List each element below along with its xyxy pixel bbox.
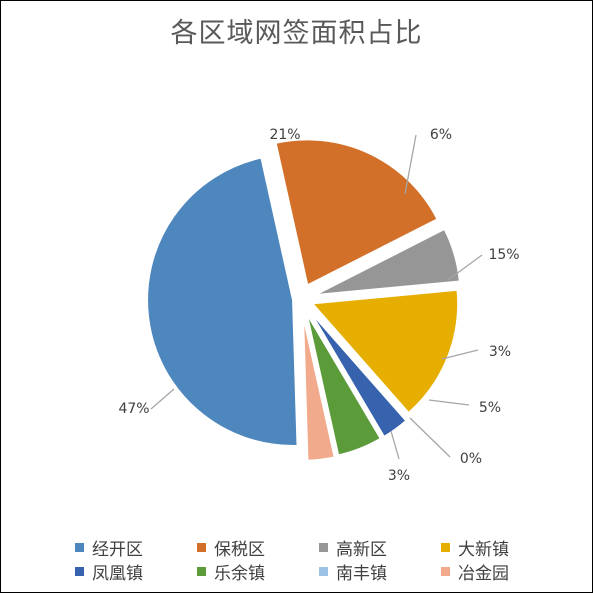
data-label-8: 3% [388, 468, 410, 484]
chart-legend: 经开区 保税区 高新区 大新镇凤凰镇 乐余镇 南丰镇 冶金园 [71, 536, 571, 584]
legend-item-6: 乐余镇 [193, 560, 315, 584]
leader-line-1 [150, 388, 175, 410]
legend-swatch [75, 542, 84, 552]
leader-line-8 [390, 430, 400, 460]
legend-swatch [441, 542, 450, 552]
legend-item-2: 保税区 [193, 536, 315, 560]
legend-label: 高新区 [336, 539, 387, 560]
legend-item-3: 高新区 [315, 536, 437, 560]
legend-label: 乐余镇 [214, 563, 265, 584]
data-label-2: 21% [269, 127, 300, 143]
legend-swatch [75, 566, 84, 576]
data-label-6: 5% [479, 400, 501, 416]
leader-line-4 [447, 254, 483, 281]
legend-swatch [197, 542, 206, 552]
legend-item-1: 经开区 [71, 536, 193, 560]
legend-swatch [319, 566, 328, 576]
data-label-3: 6% [430, 127, 452, 143]
leader-line-6 [428, 399, 470, 406]
legend-label: 南丰镇 [336, 563, 387, 584]
leader-line-5 [441, 349, 479, 360]
legend-swatch [441, 566, 450, 576]
legend-swatch [319, 542, 328, 552]
legend-item-4: 大新镇 [437, 536, 559, 560]
pie-slice-8 [301, 314, 336, 462]
leader-line-3 [404, 134, 417, 195]
legend-label: 凤凰镇 [92, 563, 143, 584]
legend-label: 冶金园 [458, 563, 509, 584]
legend-item-5: 凤凰镇 [71, 560, 193, 584]
pie-slice-5 [308, 310, 408, 439]
legend-item-8: 冶金园 [437, 560, 559, 584]
legend-label: 保税区 [214, 539, 265, 560]
legend-label: 大新镇 [458, 539, 509, 560]
legend-label: 经开区 [92, 539, 143, 560]
data-label-1: 47% [118, 401, 149, 417]
data-label-5: 3% [489, 344, 511, 360]
legend-item-7: 南丰镇 [315, 560, 437, 584]
pie-slice-3 [313, 227, 461, 297]
data-label-7: 0% [460, 451, 482, 467]
pie-slice-7 [303, 313, 338, 458]
pie-slice-6 [305, 312, 383, 457]
legend-swatch [197, 566, 206, 576]
chart-title: 各区域网签面积占比 [170, 18, 423, 49]
leader-line-7 [409, 417, 451, 458]
pie-slice-1 [146, 156, 299, 447]
data-label-4: 15% [488, 247, 519, 263]
pie-slice-2 [274, 138, 439, 287]
